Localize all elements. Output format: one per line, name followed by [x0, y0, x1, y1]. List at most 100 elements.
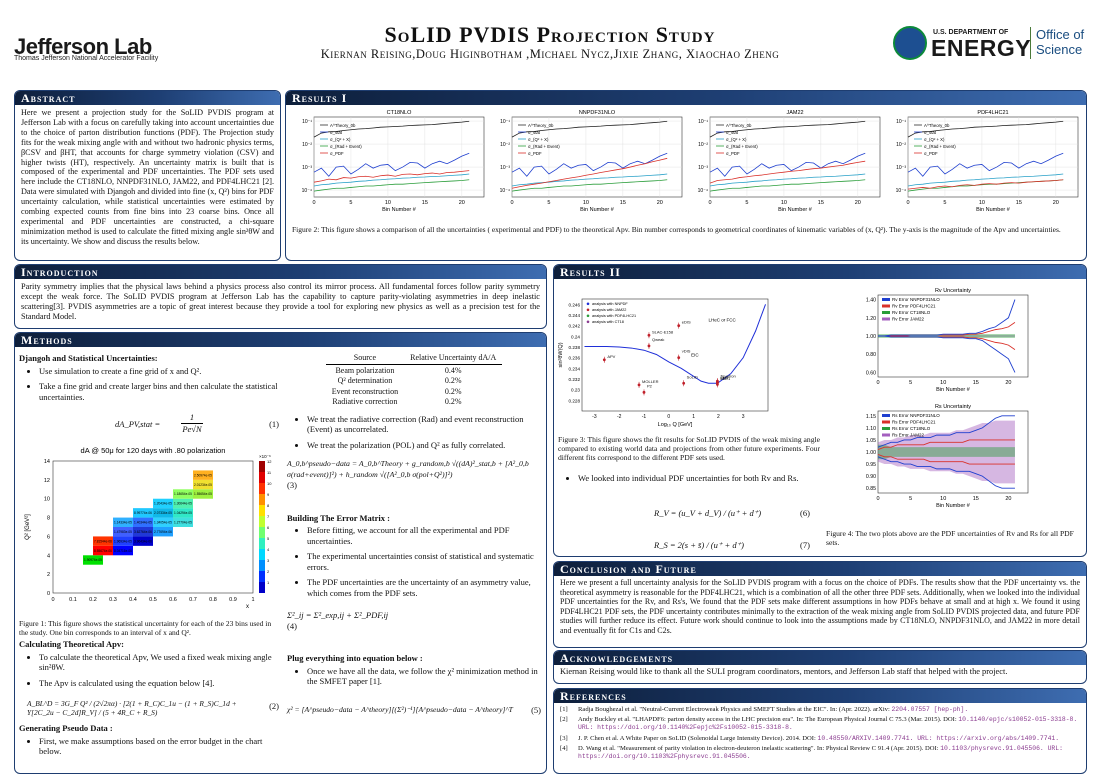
x-tick-label: 20	[459, 200, 465, 206]
point-label: LHC	[720, 375, 728, 380]
doe-seal-icon	[893, 26, 927, 60]
chart-title: Rs Uncertainty	[935, 404, 971, 410]
legend-swatch	[882, 298, 890, 301]
reference-link[interactable]: 2204.07557 [hep-ph].	[891, 706, 969, 713]
jefferson-lab-logo: Jefferson Lab	[14, 34, 152, 59]
apv-chart-nnpdf31nlo: NNPDF31NLO 0 5 10 15 20 10⁻¹ 10⁻² 10⁻³ 10⁻⁴ Bin Nu…	[500, 110, 683, 213]
eq5-body: χ² = [A^pseudo−data − A^theory][(Σ²)⁻¹][…	[287, 704, 513, 714]
eq3-number: (3)	[287, 480, 297, 490]
y-tick-label: 0.244	[569, 313, 581, 318]
x-tick-label: 0	[708, 200, 711, 206]
djangoh-bullets: Use simulation to create a fine grid of …	[19, 366, 281, 403]
reference-link[interactable]: 10.1140/epjc/s10052-015-3318-8. URL: htt…	[578, 716, 1078, 732]
y-tick-label: 0	[47, 591, 50, 597]
series-line	[313, 179, 470, 192]
eq5-number: (5)	[531, 704, 541, 715]
rs-uncertainty-chart: Rs Uncertainty 0 5 10 15 20 0.85 0.90 0.95 1.00 1.…	[866, 404, 1029, 509]
x-tick-label: 15	[973, 380, 979, 386]
table-cell-source: Radiative correction	[332, 397, 398, 406]
y-tick-label: 2	[47, 572, 50, 578]
y-tick-label: 0.232	[569, 377, 581, 382]
reference-link[interactable]: 10.1103/physrevc.91.045506. URL: https:/…	[578, 744, 1063, 761]
heatmap-cell-label: 1.20434e-05	[154, 502, 172, 506]
x-tick-label: 15	[818, 200, 824, 206]
legend-entry: σ_PDF	[330, 151, 344, 156]
heatmap-cell-label: 3.62764e-06	[134, 530, 152, 534]
band-lower-line	[877, 453, 1015, 465]
y-tick-label: 10⁻³	[500, 165, 510, 171]
reference-item: [4] D. Wang et al. "Measurement of parity…	[560, 745, 1080, 761]
heatmap-cell	[153, 527, 173, 537]
annotation: EIC	[691, 353, 699, 358]
conclusion-text: Here we present a full uncertainty analy…	[560, 578, 1080, 635]
legend-entry: σ_stat	[528, 130, 541, 135]
legend-marker	[586, 314, 590, 318]
y-axis-label: sin²θW(Q)	[558, 342, 564, 367]
uncertainty-band	[878, 420, 1015, 484]
bullet-individual-pdf: We looked into individual PDF uncertaint…	[578, 473, 820, 484]
legend-entry: σ_stat	[726, 130, 739, 135]
heatmap-cell-label: 1.90974e-05	[84, 558, 102, 562]
x-tick-label: 15	[422, 200, 428, 206]
y-tick-label: 1.10	[866, 426, 876, 432]
x-tick-label: -3	[592, 414, 597, 420]
x-tick-label: 10	[940, 380, 946, 386]
bullet-uncorrelated: We treat the radiative correction (Rad) …	[307, 414, 541, 435]
colorbar-segment	[259, 483, 265, 494]
y-tick-label: 10⁻²	[698, 142, 708, 148]
reference-link[interactable]: 10.48550/ARXIV.1409.7741. URL: https://a…	[817, 734, 1060, 742]
y-tick-label: 10⁻¹	[896, 119, 906, 125]
point-label: Tevatron	[720, 374, 735, 379]
results1-title: Results I	[286, 91, 1086, 105]
heatmap-cell-label: 2.50974e-05	[194, 473, 212, 477]
series-line	[313, 170, 470, 183]
heatmap-cell	[173, 489, 193, 499]
references-panel: References [1] Radja Boughezal et al. "Ne…	[553, 688, 1087, 774]
heatmap-cell	[113, 545, 133, 556]
colorbar-tick: 6	[267, 525, 270, 530]
x-tick-label: 20	[1005, 496, 1011, 502]
y-tick-label: 0.238	[569, 345, 581, 350]
conclusion-title: Conclusion and Future	[554, 562, 1086, 576]
reference-item: [3] J. P. Chen et al. A White Paper on So…	[560, 735, 1080, 743]
bullet-mixing-angle: To calculate the theoretical Apv, We use…	[39, 652, 281, 673]
legend-entry: σ_PDF	[528, 151, 542, 156]
legend-entry: σ_(Q² + X)	[528, 137, 549, 142]
legend-entry: analysis with NNPDF	[592, 302, 628, 306]
figure3-caption: Figure 3: This figure shows the fit resu…	[558, 435, 820, 463]
heatmap-cell-label: 7.81544e-06	[94, 539, 112, 543]
series-line	[709, 160, 866, 184]
reference-number: [2]	[560, 716, 568, 724]
y-tick-label: 10⁻¹	[302, 119, 312, 125]
x-tick-label: 0.6	[169, 597, 177, 603]
eq1-numerator: 1	[181, 412, 203, 424]
point-label: SoLID	[687, 374, 698, 379]
weak-mixing-angle-chart: -3 -2 -1 0 1 2 3 0.228 0.23 0.232 0.234 0.236 0.238 0…	[558, 298, 769, 428]
point-label: LEP1	[720, 376, 731, 381]
legend-entry: A^Theory_0b	[726, 123, 752, 128]
table-cell-value: 0.2%	[444, 397, 462, 406]
x-tick-label: 15	[620, 200, 626, 206]
equation6: R_V = (u_V + d_V) / (u⁺ + d⁺)	[654, 508, 762, 518]
eq2-number: (2)	[269, 701, 279, 711]
y-tick-label: 0.60	[866, 370, 876, 376]
doe-department: U.S. DEPARTMENT OF	[933, 29, 1009, 36]
legend-entry: σ_(Rad + Event)	[726, 144, 758, 149]
heatmap-cell	[193, 489, 213, 499]
x-tick-label: 5	[909, 496, 912, 502]
x-tick-label: 5	[349, 200, 352, 206]
heatmap-cell	[193, 470, 213, 480]
point-label: SLAC-E158	[652, 329, 674, 334]
x-axis-label: Bin Number #	[936, 387, 971, 393]
x-tick-label: 10	[979, 200, 985, 206]
legend-swatch	[882, 414, 890, 417]
x-axis-label: Bin Number #	[382, 207, 417, 213]
heatmap-cell	[153, 498, 173, 509]
figure1-caption: Figure 1: This figure shows the statisti…	[19, 619, 272, 637]
x-tick-label: 10	[781, 200, 787, 206]
x-tick-label: 10	[385, 200, 391, 206]
y-tick-label: 10⁻²	[896, 142, 906, 148]
plot-frame	[581, 298, 769, 412]
heatmap-cell-label: 1.34054e-05	[154, 520, 172, 524]
legend-entry: σ_PDF	[726, 151, 740, 156]
